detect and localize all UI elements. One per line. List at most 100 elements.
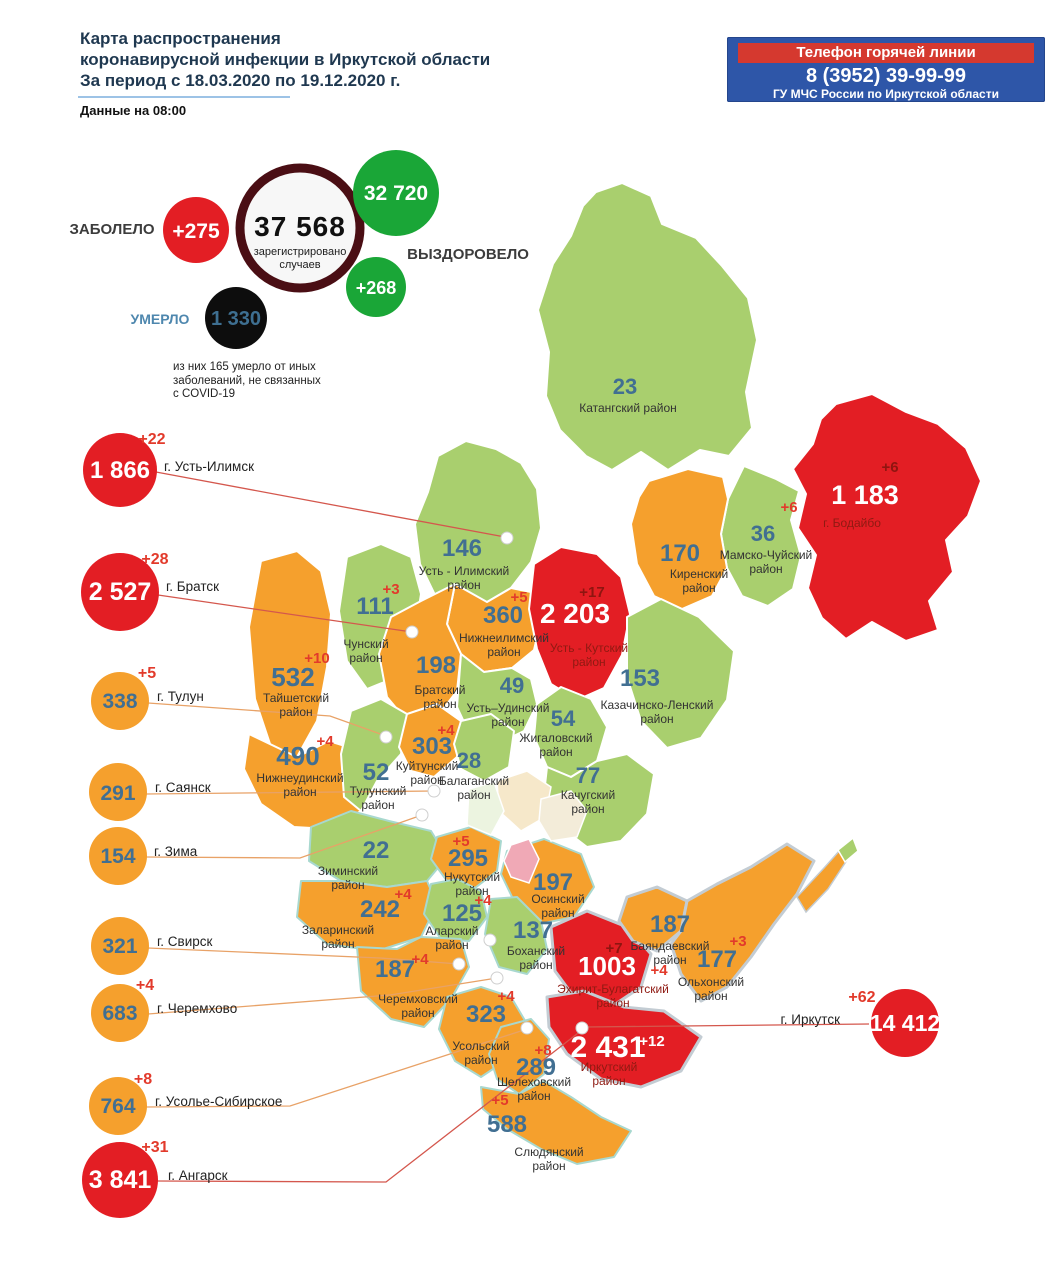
region-name-irkutsky: район [592,1074,625,1088]
region-tulunsky [340,698,408,812]
region-name-usolsky: район [464,1053,497,1067]
region-name-bayandaevsky: Баяндаевский [631,939,710,953]
city-badge-cheremkhovo [91,984,149,1042]
region-name-irkutsky: Иркутский [581,1060,638,1074]
region-value-taishetsky: 532 [271,662,314,692]
city-value-cheremkhovo: 683 [102,1002,137,1025]
region-value-nukutsky: 295 [448,845,488,872]
city-value-svirsk: 321 [102,935,137,958]
region-name-nizhneudinsky: Нижнеудинский [256,771,343,785]
region-katangsky [537,182,758,471]
region-value-ziminsky: 22 [363,837,390,864]
city-badge-svirsk [91,917,149,975]
title-line-3: За период с 18.03.2020 по 19.12.2020 г. [80,71,401,90]
region-name-alarsky: Аларский [425,924,478,938]
recovered-increment-value: +268 [356,278,397,298]
region-name-mamsko: район [749,562,782,576]
sick-increment-value: +275 [172,220,220,243]
hotline-phone: 8 (3952) 39-99-99 [805,65,967,87]
region-name-kuitunsky: район [410,773,443,787]
region-increment-slyudyansky: +5 [491,1092,508,1109]
region-name-ziminsky: район [331,878,364,892]
region-name-ust_ilimsky: район [447,578,480,592]
region-name-balagansky: Балаганский [439,774,509,788]
footnote-line-3: с COVID-19 [173,388,235,400]
died-value: 1 330 [211,308,261,330]
region-value-zhigalovsky: 54 [551,706,576,731]
region-value-tulunsky: 52 [363,759,390,786]
leader-lines-layer [145,471,870,1183]
region-increment-mamsko: +6 [780,499,797,516]
region-value-bokhansky: 137 [513,917,553,944]
region-name-bokhansky: Боханский [507,944,565,958]
city-badge-usolye [89,1077,147,1135]
region-kuitunsky [398,703,462,778]
registered-value: 37 568 [254,211,346,242]
region-name-ust_ilimsky: Усть - Илимский [419,564,509,578]
region-name-osinsky: Осинский [531,892,584,906]
region-value-chunsky: 111 [356,593,393,620]
region-labels-layer: 23 Катангский район 1 183 +6 г. Бодайбо 36 +6 М… [256,374,898,1173]
region-value-nizhneilimsky: 360 [483,602,523,629]
region-value-ekhirit: 1003 [578,951,636,981]
region-name-kirensky: Киренский [670,567,728,581]
city-increment-bratsk: +28 [141,551,168,568]
region-name-tulunsky: Тулунский [350,784,407,798]
region-value-katangsky: 23 [613,374,637,399]
region-value-shelekhovsky: 289 [516,1054,556,1081]
region-name-nizhneilimsky: район [487,645,520,659]
region-increment-bodaibo: +6 [881,459,898,476]
region-name-bodaibo: г. Бодайбо [823,516,881,530]
map-decor-1 [466,781,505,836]
leader-line-tulun [147,702,387,737]
region-name-usolsky: Усольский [452,1039,509,1053]
region-irkutsky [545,989,703,1089]
recovered-value: 32 720 [364,182,428,205]
city-marker-0 [500,531,514,545]
region-kirensky [630,468,729,610]
city-name-tulun: г. Тулун [157,689,204,704]
hotline-org: ГУ МЧС России по Иркутской области [773,87,999,101]
region-name-cheremkhovsky: район [401,1006,434,1020]
leader-line-angarsk [156,1029,583,1183]
region-name-zhigalovsky: Жигаловский [519,731,592,745]
region-value-irkutsky: 2 431 [570,1031,645,1064]
page-title: Карта распространения коронавирусной инф… [80,28,600,91]
region-name-alarsky: район [435,938,468,952]
region-slyudyansky [480,1080,632,1165]
region-name-ekhirit: Эхирит-Булагатский [557,982,669,996]
leader-line-ust_ilimsk [155,471,506,538]
city-name-angarsk: г. Ангарск [168,1168,228,1183]
registered-circle [235,163,365,293]
city-value-ust_ilimsk: 1 866 [90,457,150,484]
region-increment-shelekhovsky: +8 [534,1042,551,1059]
city-value-bratsk: 2 527 [89,578,152,606]
city-marker-2 [379,730,393,744]
sick-increment-circle [163,197,229,263]
region-bayandaevsky [617,885,689,953]
map-decor-5 [837,836,859,864]
city-value-sayansk: 291 [100,782,135,805]
region-name-slyudyansky: район [532,1159,565,1173]
region-value-usolsky: 323 [466,1001,506,1028]
region-name-tulunsky: район [361,798,394,812]
regions-layer [243,182,982,1165]
region-name-nukutsky: Нукутский [444,870,500,884]
recovered-circle [353,150,439,236]
region-value-alarsky: 125 [442,900,482,927]
region-alarsky [423,878,488,942]
died-circle [205,287,267,349]
city-badge-bratsk [81,553,159,631]
city-increment-tulun: +5 [138,665,156,682]
city-name-svirsk: г. Свирск [157,934,212,949]
city-badge-tulun [91,672,149,730]
region-name-nizhneilimsky: Нижнеилимский [459,631,549,645]
city-marker-6 [483,933,497,947]
region-value-balagansky: 28 [457,748,481,773]
data-as-of-label: Данные на 08:00 [80,103,187,118]
city-value-irkutsk: 14 412 [870,1010,940,1036]
region-name-ust_udinsky: район [491,715,524,729]
region-increment-irkutsky: +12 [639,1033,664,1050]
region-increment-nizhneilimsky: +5 [510,589,527,606]
region-kazachinsky [626,598,735,749]
